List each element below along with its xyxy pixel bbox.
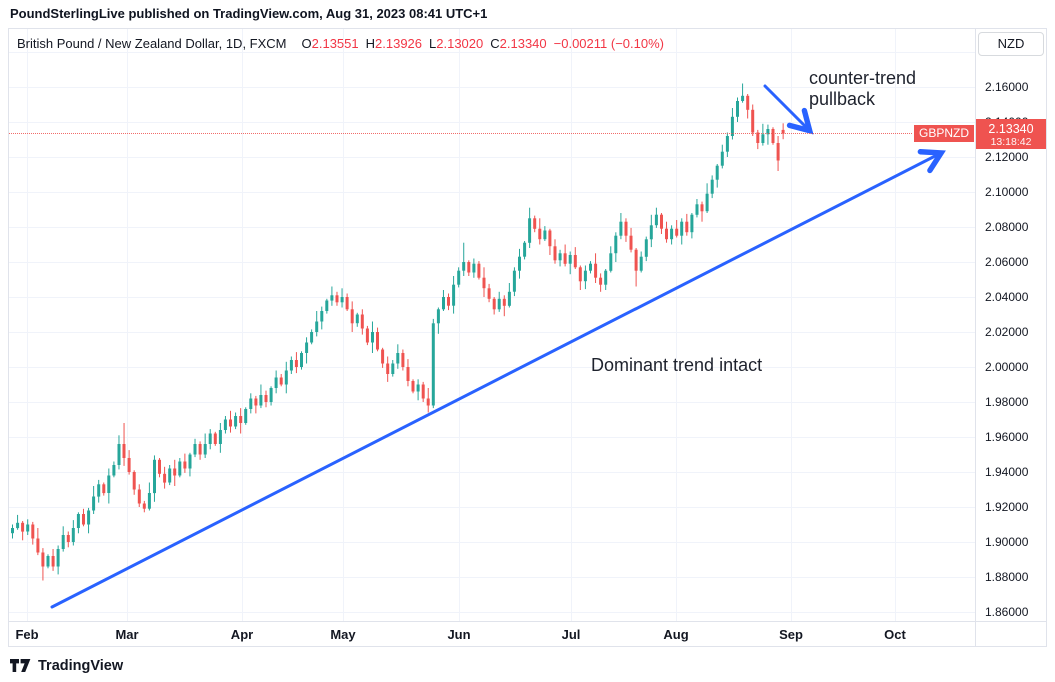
- chart-plot-area[interactable]: British Pound / New Zealand Dollar, 1D, …: [9, 29, 975, 621]
- price-tick-label: 1.92000: [985, 500, 1029, 514]
- h-gridline: [9, 577, 975, 578]
- ohlc-value: 2.13551: [311, 36, 359, 51]
- tradingview-watermark-label: TradingView: [38, 658, 124, 674]
- price-tick-label: 1.86000: [985, 605, 1029, 619]
- price-tick-label: 2.04000: [985, 290, 1029, 304]
- last-price-value: 2.13340: [988, 122, 1034, 136]
- ohlc-label: C: [490, 36, 500, 51]
- v-gridline: [571, 29, 572, 621]
- price-tick-label: 2.06000: [985, 255, 1029, 269]
- attribution-bar: PoundSterlingLive published on TradingVi…: [0, 0, 1055, 28]
- time-tick-label: May: [330, 627, 356, 642]
- price-tick-label: 2.10000: [985, 185, 1029, 199]
- attribution-text: PoundSterlingLive published on TradingVi…: [10, 6, 488, 21]
- time-tick-label: Jun: [447, 627, 471, 642]
- h-gridline: [9, 437, 975, 438]
- time-tick-label: Feb: [15, 627, 39, 642]
- time-tick-label: Apr: [230, 627, 254, 642]
- tradingview-logo-icon: [10, 659, 31, 672]
- v-gridline: [242, 29, 243, 621]
- price-tick-label: 1.88000: [985, 570, 1029, 584]
- annotation-counter-trend-pullback: counter-trend pullback: [809, 68, 917, 109]
- time-tick-label: Jul: [561, 627, 581, 642]
- h-gridline: [9, 402, 975, 403]
- bar-countdown: 13:18:42: [990, 136, 1032, 148]
- ohlc-label: L: [429, 36, 437, 51]
- axis-corner-divider: [975, 622, 976, 646]
- price-tick-label: 2.02000: [985, 325, 1029, 339]
- price-tick-label: 2.16000: [985, 80, 1029, 94]
- h-gridline: [9, 157, 975, 158]
- ohlc-value: 2.13340: [499, 36, 547, 51]
- change-value: −0.00211 (−0.10%): [553, 36, 664, 51]
- ohlc-values: O2.13551 H2.13926 L2.13020 C2.13340: [295, 36, 547, 51]
- h-gridline: [9, 192, 975, 193]
- h-gridline: [9, 612, 975, 613]
- price-tick-label: 1.98000: [985, 395, 1029, 409]
- pullback-arrow: [763, 84, 814, 135]
- v-gridline: [343, 29, 344, 621]
- v-gridline: [27, 29, 28, 621]
- time-tick-label: Mar: [115, 627, 139, 642]
- v-gridline: [459, 29, 460, 621]
- h-gridline: [9, 122, 975, 123]
- price-tick-label: 2.00000: [985, 360, 1029, 374]
- annotation-arrows: [50, 84, 946, 609]
- price-tick-label: 2.12000: [985, 150, 1029, 164]
- h-gridline: [9, 262, 975, 263]
- dominant-trendline-arrow: [50, 149, 946, 609]
- price-tick-label: 1.94000: [985, 465, 1029, 479]
- time-axis[interactable]: Feb Mar Apr May Jun Jul Aug Sep Oct: [9, 621, 1046, 646]
- symbol-price-flag: GBPNZD: [914, 125, 974, 142]
- last-price-tag: 2.13340 13:18:42: [976, 119, 1046, 149]
- symbol-title: British Pound / New Zealand Dollar, 1D, …: [17, 36, 287, 51]
- v-gridline: [676, 29, 677, 621]
- h-gridline: [9, 542, 975, 543]
- h-gridline: [9, 52, 975, 53]
- ohlc-value: 2.13020: [436, 36, 484, 51]
- last-price-line: [9, 133, 912, 134]
- tradingview-watermark[interactable]: TradingView: [10, 655, 123, 677]
- h-gridline: [9, 297, 975, 298]
- price-axis[interactable]: NZD 2.160002.140002.120002.100002.080002…: [975, 29, 1046, 621]
- h-gridline: [9, 367, 975, 368]
- currency-button[interactable]: NZD: [978, 32, 1044, 56]
- candlestick-series: [11, 83, 785, 581]
- ohlc-label: O: [301, 36, 312, 51]
- h-gridline: [9, 227, 975, 228]
- annotation-dominant-trend: Dominant trend intact: [591, 355, 763, 375]
- v-gridline: [791, 29, 792, 621]
- time-tick-label: Oct: [884, 627, 906, 642]
- time-tick-label: Aug: [663, 627, 689, 642]
- ohlc-label: H: [365, 36, 376, 51]
- h-gridline: [9, 332, 975, 333]
- h-gridline: [9, 472, 975, 473]
- v-gridline: [127, 29, 128, 621]
- price-tick-label: 2.08000: [985, 220, 1029, 234]
- symbol-legend: British Pound / New Zealand Dollar, 1D, …: [17, 36, 664, 51]
- time-tick-label: Sep: [779, 627, 803, 642]
- ohlc-value: 2.13926: [375, 36, 423, 51]
- v-gridline: [895, 29, 896, 621]
- chart-frame: British Pound / New Zealand Dollar, 1D, …: [8, 28, 1047, 647]
- price-tick-label: 1.90000: [985, 535, 1029, 549]
- price-tick-label: 1.96000: [985, 430, 1029, 444]
- h-gridline: [9, 507, 975, 508]
- h-gridline: [9, 87, 975, 88]
